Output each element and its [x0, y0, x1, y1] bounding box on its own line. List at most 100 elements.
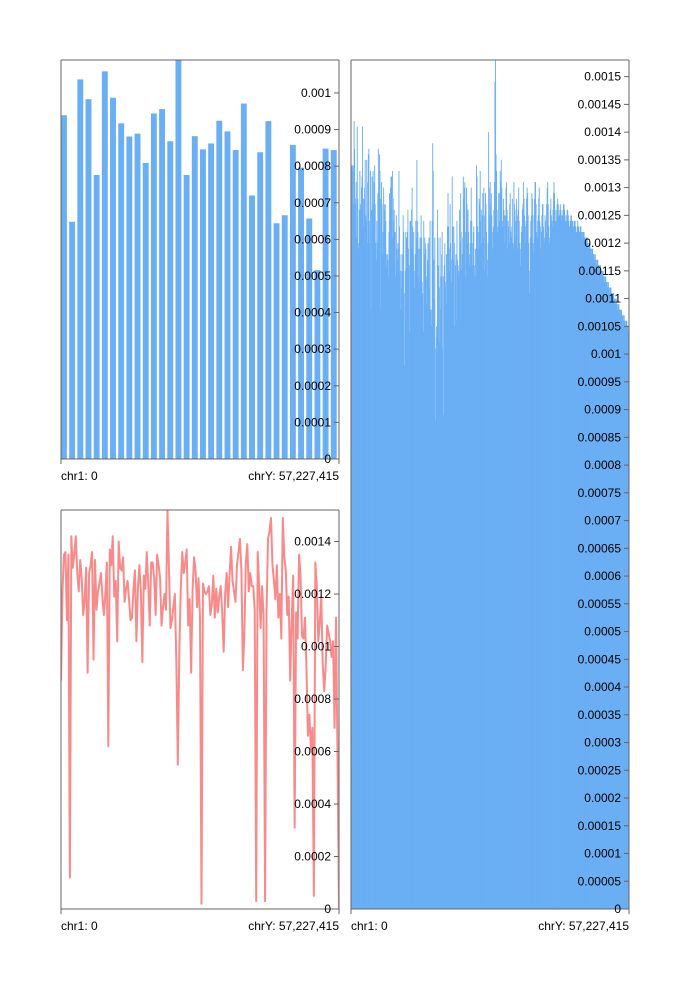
bar	[607, 281, 609, 909]
bar	[566, 209, 568, 909]
bar	[463, 187, 465, 909]
bar	[473, 265, 475, 909]
y-tick-label: 0.00095	[578, 375, 622, 389]
bar	[583, 232, 585, 909]
bar	[439, 237, 441, 909]
bar	[375, 259, 377, 909]
bar	[480, 220, 482, 909]
bar	[539, 220, 541, 909]
bar	[596, 265, 598, 909]
bar	[370, 309, 372, 909]
y-tick-label: 0.0003	[584, 736, 621, 750]
bar	[502, 198, 504, 909]
bar	[359, 170, 361, 909]
bar	[381, 182, 382, 909]
bar	[421, 237, 423, 909]
bar	[615, 298, 617, 909]
bar	[382, 232, 384, 909]
bar	[528, 243, 530, 909]
bar	[428, 265, 429, 909]
bar	[390, 187, 391, 909]
bar	[583, 232, 585, 909]
bar	[428, 237, 430, 909]
bar	[469, 265, 471, 909]
bar	[498, 193, 500, 909]
bar	[536, 232, 538, 909]
bar	[466, 187, 467, 909]
y-tick-label: 0.0002	[294, 379, 331, 393]
bar	[598, 265, 600, 909]
bar	[443, 265, 445, 909]
bar	[544, 237, 545, 909]
bar	[488, 132, 490, 909]
bar	[611, 293, 613, 909]
bar	[118, 123, 125, 459]
bar	[554, 209, 556, 909]
bar	[546, 187, 548, 909]
bar	[387, 259, 389, 909]
bar	[556, 209, 558, 909]
bar	[397, 248, 399, 909]
bar	[396, 259, 398, 909]
bar	[474, 276, 476, 909]
y-tick-label: 0.00105	[578, 319, 622, 333]
bar	[508, 226, 510, 909]
bar	[521, 226, 523, 909]
bar	[208, 143, 215, 459]
bar	[560, 215, 562, 909]
bar	[451, 259, 453, 909]
bar	[507, 220, 509, 909]
bar	[415, 237, 417, 909]
bar	[375, 243, 377, 909]
bar	[488, 187, 490, 909]
bar	[379, 170, 381, 909]
bar	[372, 209, 374, 909]
bar	[606, 287, 608, 909]
bar	[455, 254, 457, 909]
bar	[61, 115, 67, 459]
bar	[392, 198, 394, 909]
bar	[471, 220, 473, 909]
bar	[610, 287, 612, 909]
bar	[463, 198, 465, 909]
bar	[388, 193, 390, 909]
y-tick-label: 0.0002	[584, 791, 621, 805]
bar	[414, 270, 416, 909]
y-tick-label: 0.0004	[294, 306, 331, 320]
bar	[527, 215, 529, 909]
bar	[602, 270, 604, 909]
bar	[523, 198, 525, 909]
bar	[443, 415, 445, 909]
bar	[444, 287, 446, 909]
bar	[508, 243, 510, 909]
bar	[362, 126, 364, 909]
bar	[183, 174, 190, 459]
bar	[543, 226, 544, 909]
y-tick-label: 0.0009	[294, 123, 331, 137]
bar	[289, 144, 296, 459]
bar	[536, 237, 538, 909]
bar	[591, 254, 592, 909]
bar	[501, 187, 503, 909]
bar	[590, 248, 592, 909]
bar	[377, 193, 379, 909]
y-tick-label: 0.0006	[584, 569, 621, 583]
bar	[429, 220, 431, 909]
y-tick-label: 0.0003	[294, 342, 331, 356]
bar	[273, 223, 280, 459]
bar	[491, 215, 493, 909]
x-end-label: chrY: 57,227,415	[248, 469, 339, 483]
bar	[418, 248, 420, 909]
bar	[417, 232, 419, 909]
bar	[530, 215, 532, 909]
bar	[134, 133, 141, 459]
bar	[577, 220, 579, 909]
bar	[411, 209, 413, 909]
bar	[535, 182, 537, 909]
bar	[445, 254, 447, 909]
bar	[616, 304, 618, 909]
bar	[265, 121, 272, 459]
bar	[612, 298, 614, 909]
bar	[77, 79, 84, 459]
bar	[577, 226, 579, 909]
